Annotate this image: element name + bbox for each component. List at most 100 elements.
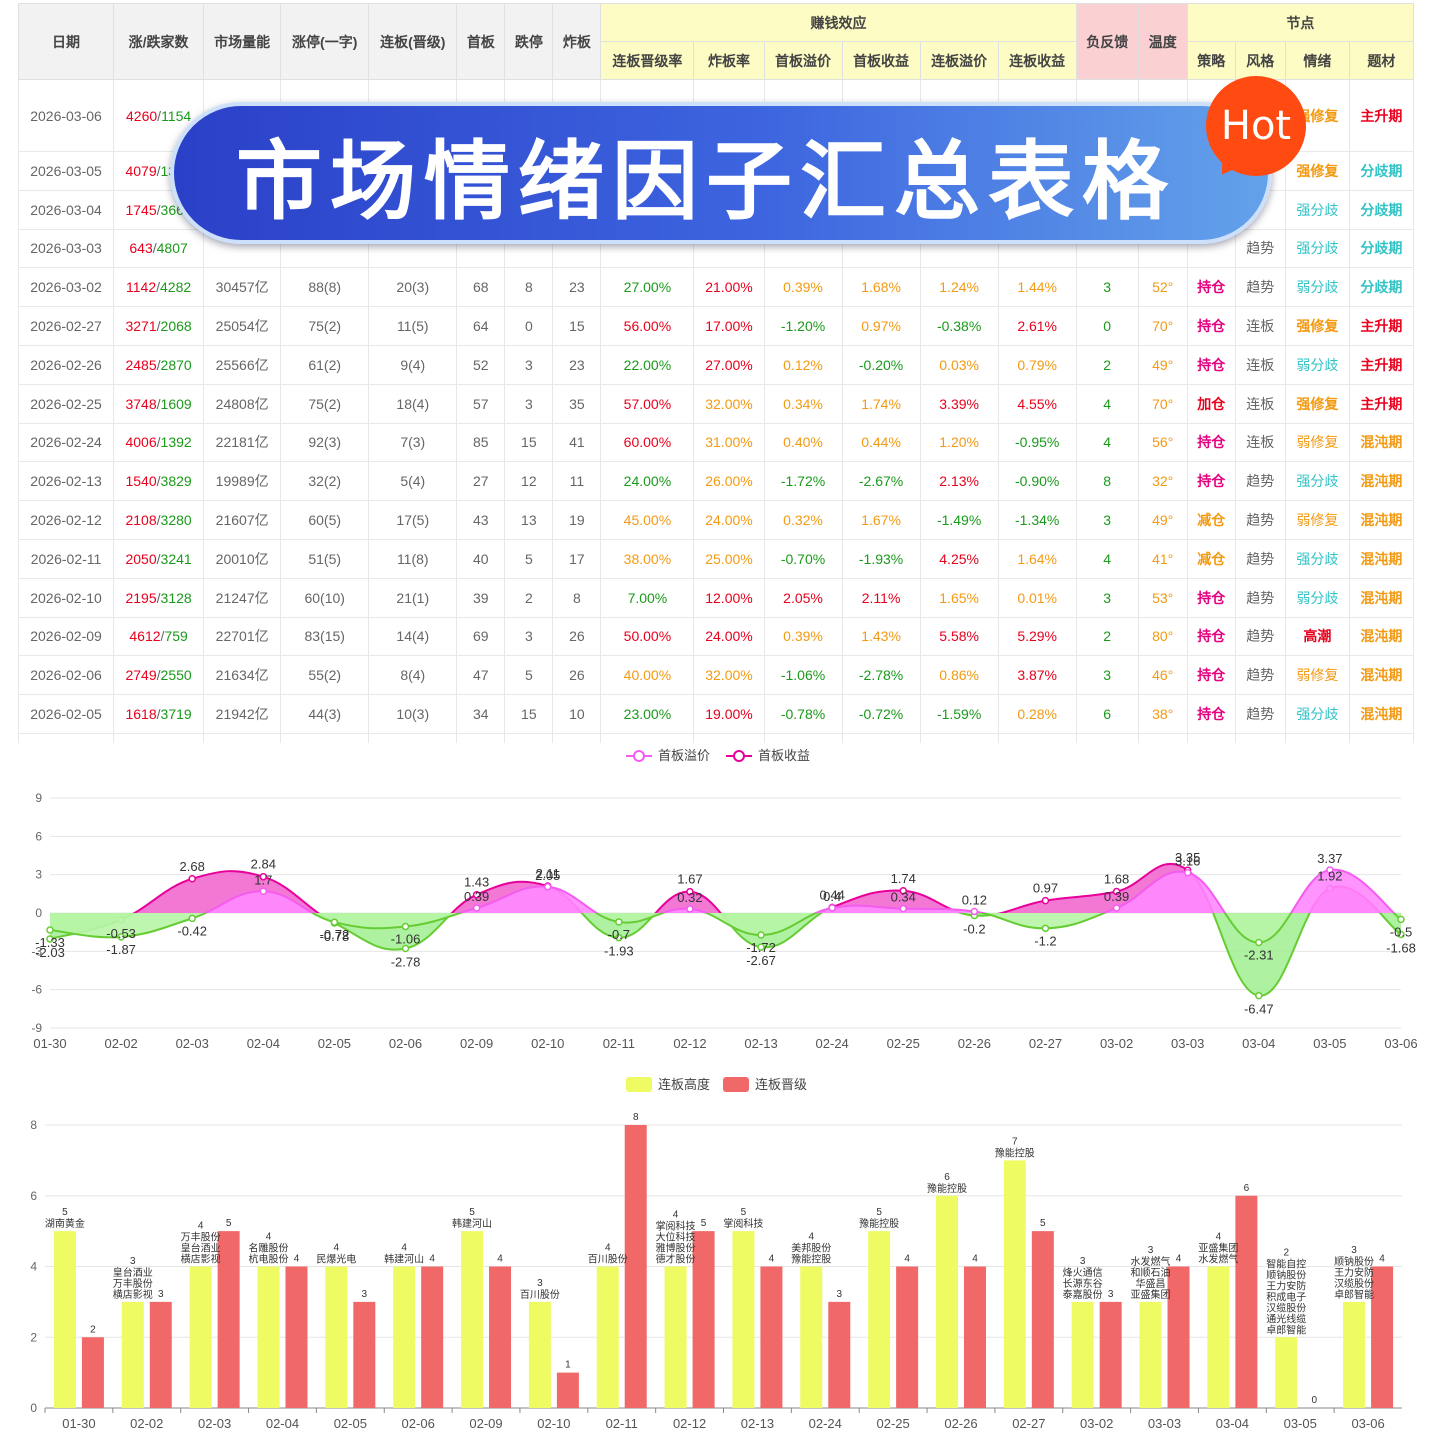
- cell-cl: 持仓: [1186, 577, 1236, 618]
- table-row[interactable]: 2026-02-10 2195/3128 21247亿 60(10) 21(1) 39 2 8…: [18, 577, 1414, 618]
- table-row[interactable]: 2026-02-24 4006/1392 22181亿 92(3) 7(3) 85 15 41…: [18, 422, 1414, 463]
- x-tick-label: 02-04: [266, 1416, 299, 1431]
- bar-promo-value: 0: [1311, 1395, 1317, 1406]
- cell-r2: 26.00%: [693, 461, 765, 502]
- x-tick-label: 02-11: [606, 1416, 638, 1431]
- cell-tc: 混沌期: [1348, 461, 1414, 502]
- table-row[interactable]: 2026-02-12 2108/3280 21607亿 60(5) 17(5) 43 13 1…: [18, 500, 1414, 540]
- header-temp[interactable]: 温度: [1137, 3, 1188, 80]
- cell-updown: 1540/3829: [113, 461, 205, 502]
- first-premium-point: [1041, 924, 1050, 933]
- table-row[interactable]: 2026-02-09 4612/759 22701亿 83(15) 14(4) 69 3 26…: [18, 616, 1414, 657]
- header-first-premium[interactable]: 首板溢价: [763, 41, 843, 80]
- header-sentiment[interactable]: 情绪: [1284, 41, 1350, 80]
- bar-height: [1071, 1301, 1094, 1408]
- x-tick-label: 03-05: [1313, 1036, 1346, 1051]
- legend-swatch-1: [723, 1077, 749, 1092]
- cell-fk: 4: [1075, 538, 1139, 579]
- header-feedback[interactable]: 负反馈: [1075, 3, 1139, 80]
- first-premium-point: [1397, 915, 1405, 924]
- table-row[interactable]: 2026-02-043254/213025032亿68(3)13(4)55519…: [18, 732, 1414, 743]
- header-broken-rate[interactable]: 炸板率: [693, 41, 765, 80]
- stock-name-label: 卓郎智能: [1334, 1288, 1374, 1301]
- cell-cl: 持仓: [1186, 616, 1236, 657]
- bar-promo-value: 4: [294, 1254, 300, 1265]
- stock-name-label: 湖南黄金: [45, 1217, 85, 1230]
- header-consec[interactable]: 连板(晋级): [368, 3, 458, 80]
- table-row[interactable]: 2026-02-26 2485/2870 25566亿 61(2) 9(4) 52 3 23 2…: [18, 344, 1414, 385]
- cell-r1: 24.00%: [600, 461, 695, 502]
- table-row[interactable]: 2026-02-05 1618/3719 21942亿 44(3) 10(3) 34 15 1…: [18, 694, 1414, 734]
- cell-r4: 0.97%: [841, 306, 921, 346]
- header-first[interactable]: 首板: [456, 3, 506, 80]
- cell-vol: 22181亿: [203, 422, 282, 463]
- cell-updown: 3254/2130: [113, 732, 205, 743]
- cell-updown: 2749/2550: [113, 655, 205, 696]
- first-return-point: [757, 943, 765, 951]
- header-limitdown[interactable]: 跌停: [504, 3, 554, 80]
- y-tick-label: -6: [31, 983, 42, 997]
- cell-wd: 38°: [1137, 694, 1188, 734]
- cell-date: 2026-03-06: [18, 79, 115, 152]
- header-date[interactable]: 日期: [18, 3, 115, 80]
- cell-r6: -0.95%: [997, 422, 1077, 463]
- bar-height-value: 4: [605, 1243, 611, 1254]
- cell-r4: -0.72%: [841, 694, 921, 734]
- bar-height-value: 5: [741, 1207, 747, 1218]
- bar-promo: [828, 1301, 851, 1408]
- updown-separator: /: [156, 318, 161, 335]
- cell-zb: 15: [552, 306, 602, 346]
- table-row[interactable]: 2026-02-25 3748/1609 24808亿 75(2) 18(4) 57 3 35…: [18, 383, 1414, 424]
- stock-name-label: 积成电子: [1266, 1290, 1306, 1303]
- cell-wd: 80°: [1137, 616, 1188, 657]
- cell-ld: 3: [504, 383, 554, 424]
- header-broken[interactable]: 炸板: [552, 3, 602, 80]
- cell-tc: 混沌期: [1348, 538, 1414, 579]
- first-premium-label: 0.12: [962, 892, 987, 907]
- header-limitup[interactable]: 涨停(一字): [280, 3, 370, 80]
- updown-separator: /: [156, 512, 161, 529]
- bar-promo-value: 5: [1040, 1218, 1046, 1229]
- down-count: 1609: [160, 395, 192, 412]
- first-return-line-negative: [49, 913, 1402, 997]
- header-consec-return[interactable]: 连板收益: [997, 41, 1077, 80]
- header-style[interactable]: 风格: [1234, 41, 1286, 80]
- bar-promo: [149, 1301, 172, 1408]
- bar-promo: [896, 1266, 919, 1408]
- y-tick-label: 4: [30, 1260, 37, 1274]
- cell-vol: 25054亿: [203, 306, 282, 346]
- bar-promo: [421, 1266, 444, 1408]
- first-return-label: -2.67: [746, 953, 776, 968]
- cell-fk: 4: [1075, 383, 1139, 424]
- cell-lu: 51(5): [280, 538, 370, 579]
- table-row[interactable]: 2026-02-27 3271/2068 25054亿 75(2) 11(5) 64 0 15…: [18, 306, 1414, 346]
- bar-promo-value: 4: [1379, 1254, 1385, 1265]
- cell-ld: 15: [504, 422, 554, 463]
- cell-qx: 弱分歧: [1284, 344, 1350, 385]
- table-row[interactable]: 2026-02-13 1540/3829 19989亿 32(2) 5(4) 27 12 11…: [18, 461, 1414, 502]
- header-consec-premium[interactable]: 连板溢价: [919, 41, 999, 80]
- table-row[interactable]: 2026-03-02 1142/4282 30457亿 88(8) 20(3) 68 8 23…: [18, 267, 1414, 308]
- bar-height: [1003, 1160, 1026, 1408]
- table-row[interactable]: 2026-02-06 2749/2550 21634亿 55(2) 8(4) 47 5 26 4…: [18, 655, 1414, 696]
- first-premium-label: -1.06: [391, 932, 421, 947]
- header-theme[interactable]: 题材: [1348, 41, 1414, 80]
- cell-r3: -0.70%: [763, 538, 843, 579]
- header-strategy[interactable]: 策略: [1186, 41, 1236, 80]
- cell-fb: 47: [456, 655, 506, 696]
- bar-height-value: 2: [1283, 1247, 1289, 1258]
- header-volume[interactable]: 市场量能: [203, 3, 282, 80]
- bar-promo-value: 3: [362, 1289, 368, 1300]
- header-promo-rate[interactable]: 连板晋级率: [600, 41, 695, 80]
- up-count: 4006: [125, 434, 157, 451]
- cell-zb: 41: [552, 422, 602, 463]
- cell-date: 2026-02-10: [18, 577, 115, 618]
- header-updown[interactable]: 涨/跌家数: [113, 3, 205, 80]
- first-return-label: 0.97: [1033, 881, 1058, 896]
- stock-name-label: 亚盛集团: [1131, 1288, 1171, 1301]
- cell-r1: 50.00%: [600, 616, 695, 657]
- bar-promo-value: 5: [226, 1218, 232, 1229]
- header-first-return[interactable]: 首板收益: [841, 41, 921, 80]
- first-return-label: 3.35: [1175, 850, 1200, 865]
- table-row[interactable]: 2026-02-11 2050/3241 20010亿 51(5) 11(8) 40 5 17…: [18, 538, 1414, 579]
